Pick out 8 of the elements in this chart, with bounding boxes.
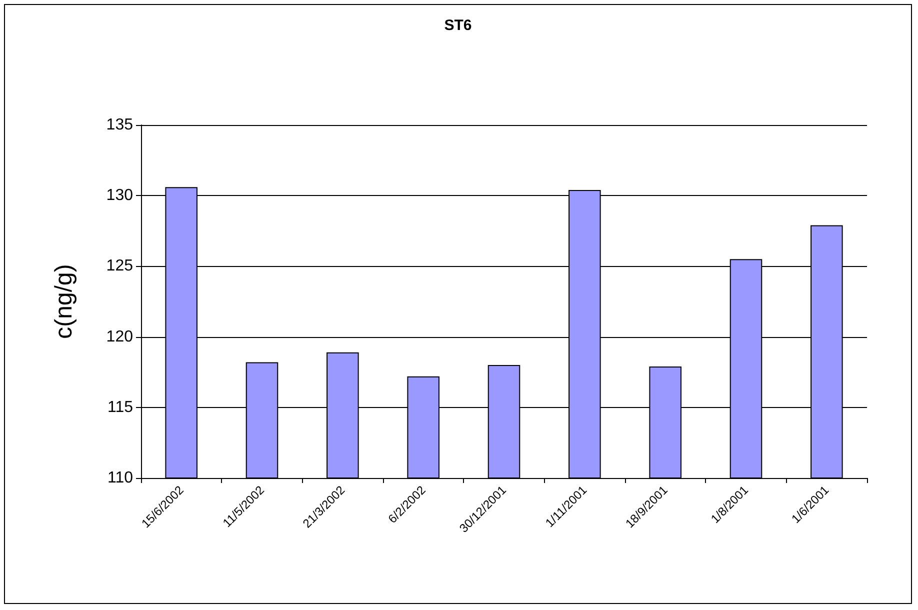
y-axis-title: c(ng/g) [50, 264, 78, 339]
y-tick-label: 135 [106, 116, 134, 134]
y-tick-label: 120 [106, 328, 134, 346]
y-tick-label: 130 [106, 187, 134, 204]
chart-title: ST6 [444, 17, 472, 34]
y-tick-label: 110 [107, 470, 134, 486]
y-tick-label: 115 [107, 398, 134, 416]
y-tick-label: 125 [106, 258, 134, 275]
